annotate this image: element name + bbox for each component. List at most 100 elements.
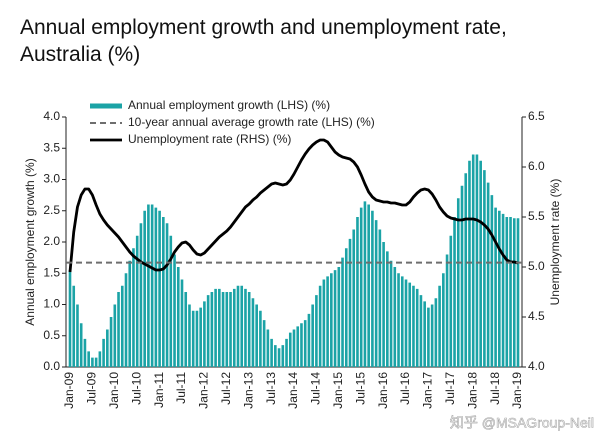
- bar: [240, 285, 244, 367]
- bar: [128, 260, 132, 367]
- bar: [512, 218, 516, 367]
- bar: [412, 285, 415, 367]
- bar: [244, 288, 247, 367]
- y-tick-label: 3.0: [43, 172, 60, 186]
- y-axis-title: Annual employment growth (%): [23, 158, 37, 325]
- x-tick-label: Jan-16: [376, 372, 390, 409]
- bar: [490, 195, 494, 367]
- bar: [195, 310, 199, 367]
- bar: [389, 260, 393, 367]
- bar: [337, 267, 341, 367]
- bar: [206, 295, 210, 367]
- y-tick-label: 0.5: [43, 328, 60, 342]
- bar: [494, 207, 497, 367]
- y-tick-label: 1.5: [43, 265, 60, 279]
- bar: [288, 332, 292, 367]
- bar: [154, 207, 158, 367]
- bar: [150, 204, 154, 367]
- y2-tick-label: 4.5: [528, 309, 545, 323]
- bar: [124, 273, 128, 367]
- bar: [270, 338, 273, 367]
- y2-axis-title: Unemployment rate (%): [548, 179, 562, 306]
- bar: [68, 270, 72, 367]
- bar: [113, 304, 117, 367]
- bar: [438, 285, 441, 367]
- bar: [262, 320, 266, 367]
- bar: [483, 170, 486, 367]
- y-tick-label: 2.0: [43, 234, 60, 248]
- bar: [106, 329, 109, 367]
- bar: [143, 210, 146, 367]
- bar: [165, 223, 169, 367]
- legend-label: 10-year annual average growth rate (LHS)…: [128, 115, 375, 129]
- bar: [135, 235, 139, 367]
- x-tick-label: Jul-15: [353, 372, 367, 405]
- bar: [225, 292, 229, 367]
- bar: [423, 301, 426, 367]
- bar: [464, 173, 468, 367]
- bar: [509, 217, 512, 367]
- bar: [516, 218, 520, 367]
- bar: [449, 235, 453, 367]
- bar: [210, 292, 214, 367]
- bar: [158, 210, 161, 367]
- bar: [374, 220, 378, 367]
- legend-label: Annual employment growth (LHS) (%): [128, 98, 330, 112]
- bar: [109, 317, 113, 367]
- bar: [456, 198, 460, 367]
- bar: [378, 229, 382, 367]
- bar: [169, 235, 173, 367]
- bar: [307, 313, 311, 367]
- bar: [393, 267, 397, 367]
- x-tick-label: Jul-12: [219, 372, 233, 405]
- bar: [176, 267, 180, 367]
- bar: [434, 298, 438, 367]
- bar: [255, 304, 258, 367]
- legend-label: Unemployment rate (RHS) (%): [128, 132, 291, 146]
- bar: [292, 329, 296, 367]
- bar: [98, 351, 102, 367]
- bar: [359, 207, 363, 367]
- bar: [236, 285, 240, 367]
- bar: [83, 338, 87, 367]
- x-tick-label: Jul-09: [85, 372, 99, 405]
- x-tick-label: Jan-11: [152, 372, 166, 408]
- bar: [460, 185, 464, 367]
- bar: [285, 338, 288, 367]
- y2-tick-label: 5.0: [528, 259, 545, 273]
- bar: [203, 301, 206, 367]
- bar: [371, 210, 374, 367]
- x-tick-label: Jan-18: [465, 372, 479, 409]
- bar: [218, 288, 221, 367]
- x-tick-label: Jul-17: [443, 372, 457, 405]
- y2-tick-label: 6.5: [528, 109, 545, 123]
- x-tick-label: Jan-12: [197, 372, 211, 409]
- x-tick-label: Jan-14: [286, 372, 300, 409]
- bar: [266, 329, 270, 367]
- bar: [400, 276, 404, 367]
- bar: [386, 251, 389, 367]
- y-tick-label: 2.5: [43, 203, 60, 217]
- bar: [296, 326, 300, 367]
- bar: [229, 292, 232, 367]
- bar: [341, 257, 344, 367]
- bar: [232, 288, 236, 367]
- x-tick-label: Jul-14: [309, 372, 323, 405]
- bar: [277, 348, 281, 367]
- bar: [281, 345, 285, 367]
- x-tick-label: Jan-15: [331, 372, 345, 409]
- y2-tick-label: 4.0: [528, 359, 545, 373]
- bar: [498, 210, 501, 367]
- bar: [326, 276, 329, 367]
- bar: [363, 201, 367, 367]
- x-tick-label: Jan-09: [62, 372, 76, 409]
- bar: [408, 282, 412, 367]
- bar: [322, 279, 326, 367]
- bar: [87, 351, 90, 367]
- chart-title: Annual employment growth and unemploymen…: [20, 16, 507, 66]
- bar: [382, 242, 385, 367]
- bar: [259, 310, 262, 367]
- x-tick-label: Jan-19: [510, 372, 524, 409]
- bar: [91, 357, 94, 367]
